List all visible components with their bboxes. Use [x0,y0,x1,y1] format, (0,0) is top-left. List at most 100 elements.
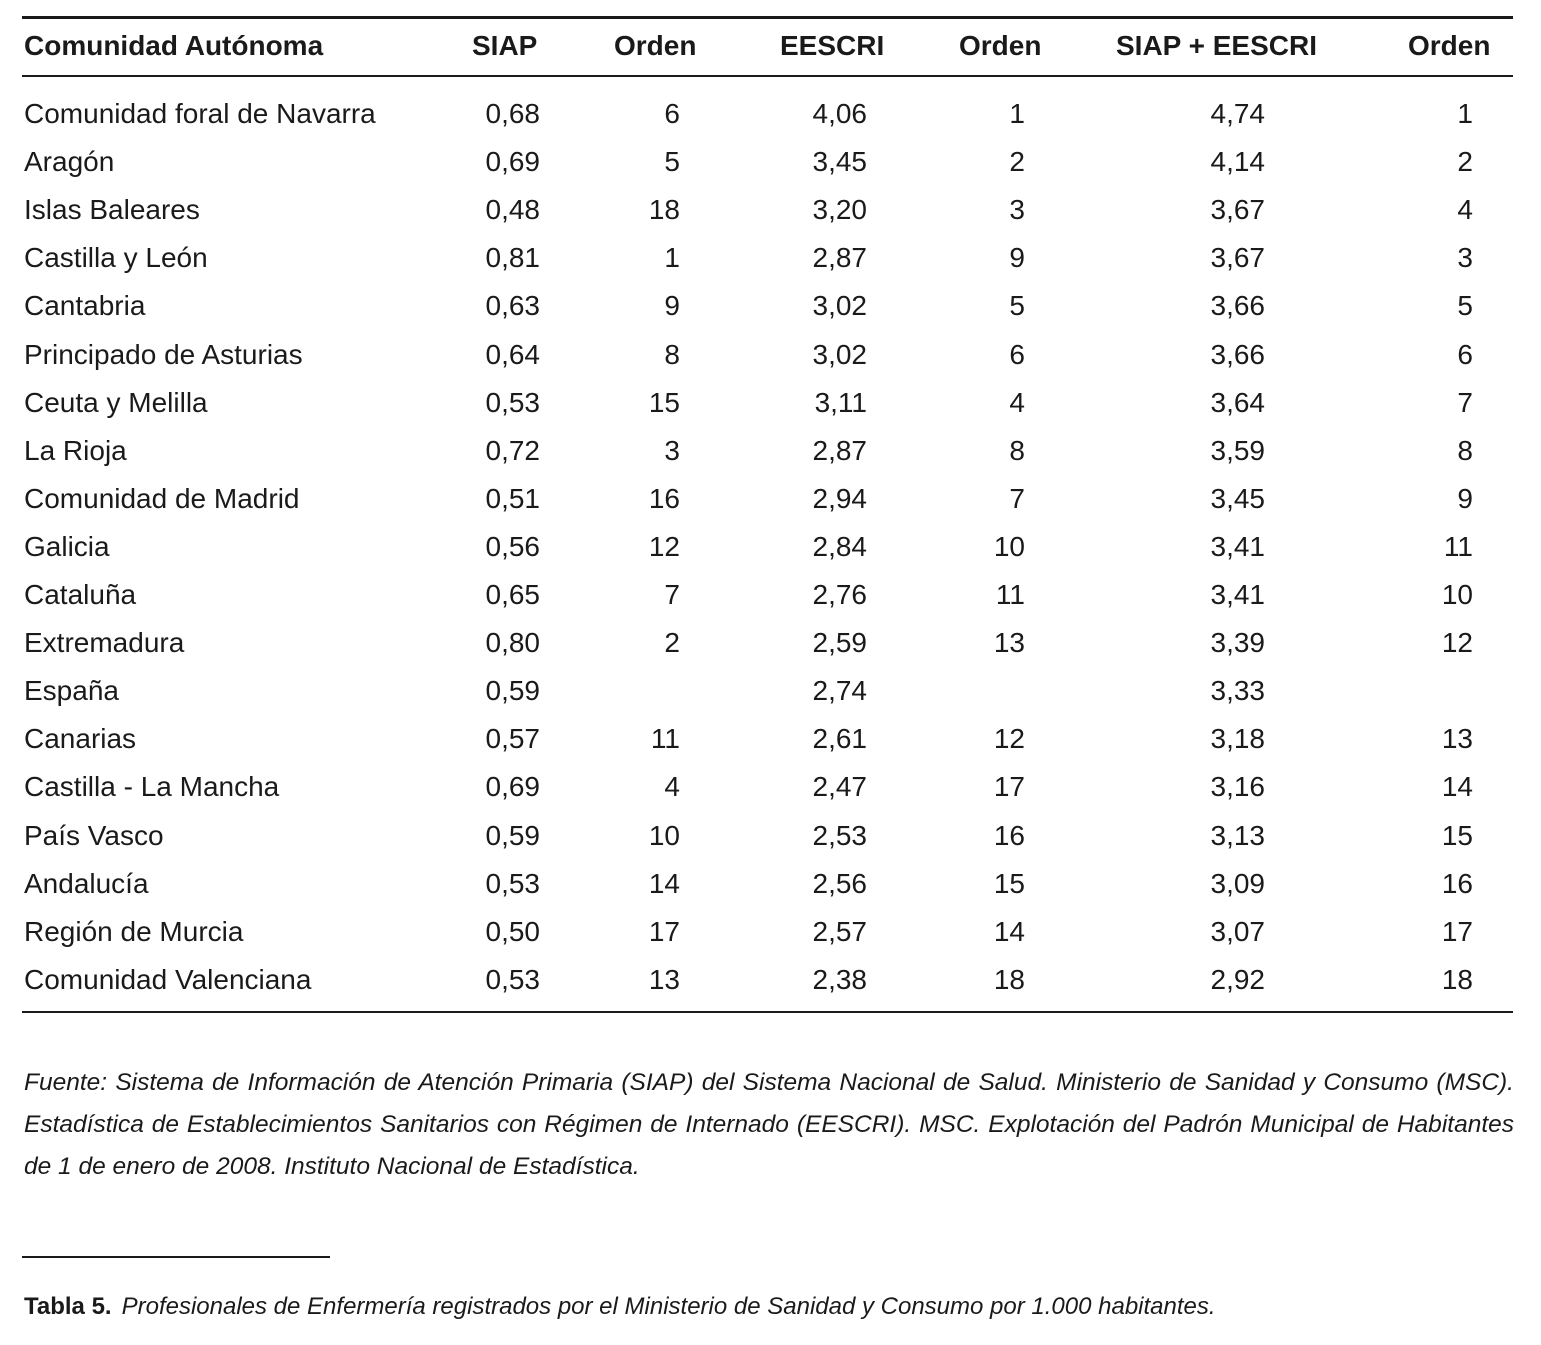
cell-orden-eescri: 14 [993,915,1025,947]
cell-orden-eescri: 2 [1009,146,1025,178]
cell-orden-eescri: 7 [1009,482,1025,514]
cell-siap-eescri: 2,92 [1210,963,1266,995]
header-eescri: EESCRI [780,30,885,61]
source-note: Fuente: Sistema de Información de Atenci… [24,1069,1514,1180]
cell-orden-total: 18 [1441,963,1473,995]
cell-orden-total: 15 [1441,819,1473,851]
cell-siap-eescri: 3,39 [1210,627,1266,659]
cell-siap: 0,81 [485,242,541,274]
cell-siap: 0,59 [485,675,541,707]
cell-siap: 0,53 [485,963,541,995]
cell-orden-total: 3 [1457,242,1473,274]
cell-siap: 0,63 [485,290,541,322]
cell-eescri: 2,38 [812,963,868,995]
cell-eescri: 3,11 [814,386,867,418]
cell-comunidad: Canarias [24,723,137,755]
cell-siap: 0,53 [485,867,541,899]
cell-orden-siap: 18 [648,194,680,226]
table-row: Cataluña 0,65 7 2,76 11 3,41 10 [0,579,1541,627]
cell-orden-total: 9 [1457,482,1473,514]
cell-orden-eescri: 11 [995,579,1025,610]
cell-orden-total: 6 [1457,338,1473,370]
table-top-rule [22,16,1513,19]
table-row: Comunidad Valenciana 0,53 13 2,38 18 2,92 18 [0,964,1541,1012]
cell-siap-eescri: 3,13 [1210,819,1266,851]
cell-orden-total: 17 [1441,915,1473,947]
cell-orden-siap: 8 [664,338,680,370]
cell-orden-eescri: 13 [993,627,1025,659]
cell-siap-eescri: 3,18 [1210,723,1266,755]
cell-comunidad: Cataluña [24,579,137,610]
cell-eescri: 3,02 [812,290,868,322]
cell-siap-eescri: 3,66 [1210,338,1266,370]
cell-orden-siap: 13 [648,963,680,995]
table-row: Región de Murcia 0,50 17 2,57 14 3,07 17 [0,916,1541,964]
cell-siap: 0,51 [485,482,541,514]
cell-siap: 0,80 [485,627,541,659]
cell-comunidad: Cantabria [24,290,146,322]
header-rule [22,75,1513,77]
cell-siap-eescri: 3,41 [1210,530,1266,562]
cell-comunidad: Aragón [24,146,115,178]
cell-comunidad: Comunidad foral de Navarra [24,98,376,129]
cell-siap: 0,69 [485,771,541,803]
cell-orden-siap: 3 [664,434,680,466]
table-row: Andalucía 0,53 14 2,56 15 3,09 16 [0,868,1541,916]
cell-orden-siap: 16 [648,482,680,514]
cell-orden-eescri: 12 [993,723,1025,755]
cell-siap-eescri: 3,67 [1210,194,1266,226]
table-row: Comunidad de Madrid 0,51 16 2,94 7 3,45 9 [0,483,1541,531]
cell-siap-eescri: 3,41 [1210,579,1266,610]
cell-eescri: 2,53 [812,819,868,851]
cell-eescri: 2,56 [812,867,868,899]
cell-orden-eescri: 16 [993,819,1025,851]
cell-orden-total: 10 [1441,579,1473,610]
table-row: Islas Baleares 0,48 18 3,20 3 3,67 4 [0,194,1541,242]
cell-siap: 0,69 [485,146,541,178]
header-siap-eescri: SIAP + EESCRI [1116,30,1318,61]
cell-siap-eescri: 3,66 [1210,290,1266,322]
table-row: España 0,59 2,74 3,33 [0,675,1541,723]
table-row: Castilla y León 0,81 1 2,87 9 3,67 3 [0,242,1541,290]
table-row: Galicia 0,56 12 2,84 10 3,41 11 [0,531,1541,579]
cell-orden-siap: 7 [664,579,680,610]
cell-orden-total: 2 [1457,146,1473,178]
cell-comunidad: Ceuta y Melilla [24,386,208,418]
cell-eescri: 3,45 [812,146,868,178]
cell-orden-siap: 6 [664,98,680,129]
cell-siap: 0,48 [485,194,541,226]
cell-orden-siap: 11 [650,723,680,755]
cell-siap-eescri: 4,14 [1210,146,1266,178]
cell-eescri: 2,84 [812,530,868,562]
cell-siap: 0,57 [485,723,541,755]
table-row: Comunidad foral de Navarra 0,68 6 4,06 1 4,74… [0,98,1541,146]
cell-eescri: 2,57 [812,915,868,947]
caption-text: Profesionales de Enfermería registrados … [121,1293,1216,1320]
cell-eescri: 2,47 [812,771,868,803]
cell-orden-total: 7 [1457,386,1473,418]
cell-orden-eescri: 15 [993,867,1025,899]
cell-eescri: 2,61 [812,723,868,755]
cell-eescri: 2,59 [812,627,868,659]
cell-eescri: 2,87 [812,434,868,466]
cell-orden-siap: 15 [648,386,680,418]
cell-orden-total: 11 [1443,530,1473,562]
cell-orden-eescri: 8 [1009,434,1025,466]
cell-siap-eescri: 3,59 [1210,434,1266,466]
table-row: Ceuta y Melilla 0,53 15 3,11 4 3,64 7 [0,387,1541,435]
cell-comunidad: Región de Murcia [24,915,244,947]
cell-orden-eescri: 1 [1009,98,1025,129]
cell-orden-total: 13 [1441,723,1473,755]
cell-siap: 0,50 [485,915,541,947]
cell-comunidad: País Vasco [24,819,164,851]
table-row: Cantabria 0,63 9 3,02 5 3,66 5 [0,290,1541,338]
cell-comunidad: Islas Baleares [24,194,200,226]
cell-comunidad: España [24,675,119,707]
cell-eescri: 2,94 [812,482,868,514]
cell-orden-total: 14 [1441,771,1473,803]
cell-orden-total: 1 [1457,98,1473,129]
cell-orden-siap: 5 [664,146,680,178]
cell-siap-eescri: 4,74 [1210,98,1266,129]
cell-comunidad: Castilla y León [24,242,208,274]
cell-comunidad: Comunidad de Madrid [24,482,300,514]
